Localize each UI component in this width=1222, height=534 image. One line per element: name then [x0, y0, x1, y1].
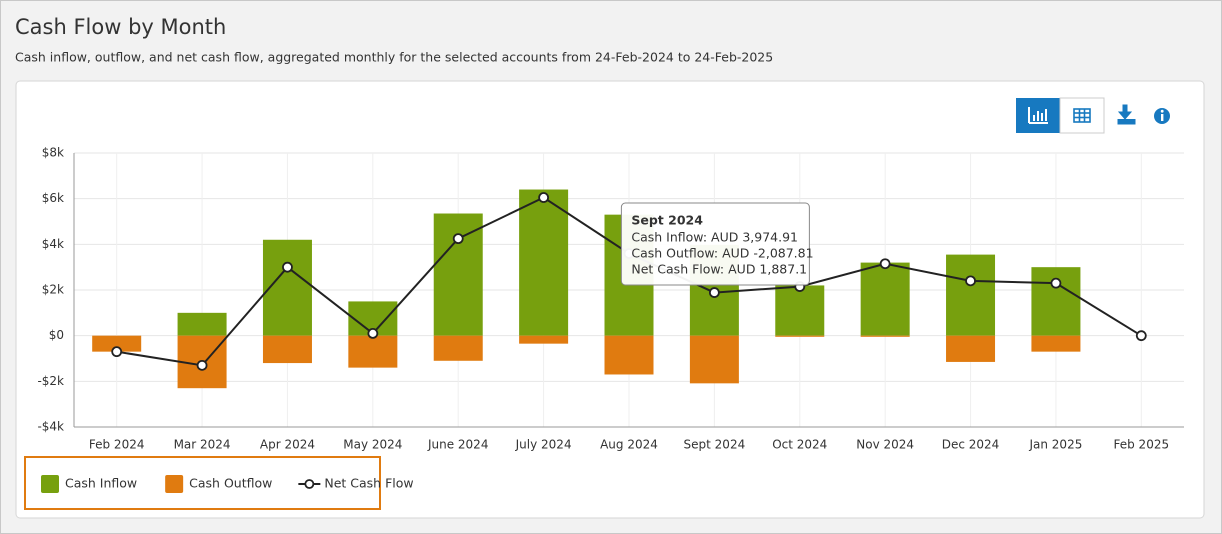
line-point: [111, 346, 123, 358]
line-point: [1135, 330, 1147, 342]
info-button[interactable]: [1154, 108, 1170, 124]
legend-marker: [304, 479, 315, 489]
bar: [860, 262, 910, 336]
bar: [92, 335, 142, 352]
bar: [775, 285, 825, 336]
chart-icon: [1028, 107, 1048, 124]
legend-box: [24, 456, 381, 510]
bar: [433, 335, 483, 361]
x-tick-label: Aug 2024: [600, 438, 658, 452]
legend-swatch: [165, 475, 184, 493]
bar: [775, 335, 825, 337]
legend-label: Cash Inflow: [65, 476, 137, 491]
line-point: [965, 275, 976, 287]
bar: [689, 335, 739, 384]
x-tick-label: Feb 2025: [1114, 438, 1170, 452]
legend-swatch: [41, 475, 59, 493]
x-tick-label: May 2024: [343, 438, 402, 452]
legend-label: Cash Outflow: [189, 476, 272, 491]
line-point: [367, 327, 379, 339]
line-point: [879, 258, 891, 270]
bar: [604, 335, 654, 375]
x-tick-label: Oct 2024: [772, 438, 827, 452]
bar: [262, 239, 312, 336]
y-tick-label: -$4k: [37, 420, 64, 434]
bar: [1031, 267, 1081, 336]
line-point: [282, 261, 293, 273]
tooltip-title: Sept 2024: [631, 213, 703, 228]
bar: [519, 335, 569, 344]
line-point: [452, 233, 464, 245]
table-icon: [1073, 108, 1091, 123]
x-tick-label: Jan 2025: [1028, 438, 1082, 452]
bar: [860, 335, 910, 337]
y-tick-label: -$2k: [37, 374, 64, 388]
table-view-button[interactable]: [1059, 97, 1105, 134]
x-tick-label: July 2024: [515, 438, 572, 452]
bar: [1031, 335, 1081, 352]
y-tick-label: $8k: [42, 146, 64, 160]
y-tick-label: $2k: [42, 283, 64, 297]
line-point: [538, 192, 550, 203]
x-tick-label: June 2024: [427, 438, 489, 452]
line-point: [708, 287, 720, 298]
x-tick-label: Dec 2024: [942, 438, 1000, 452]
bar: [433, 213, 483, 336]
bar: [946, 335, 996, 362]
bar: [946, 254, 996, 336]
legend-label: Net Cash Flow: [324, 476, 413, 491]
x-tick-label: Sept 2024: [684, 438, 746, 452]
tooltip: [620, 202, 810, 286]
x-tick-label: Feb 2024: [89, 438, 145, 452]
bar: [519, 189, 569, 336]
x-tick-label: Mar 2024: [174, 438, 231, 452]
tooltip-line: Cash Inflow: AUD 3,974.91: [631, 230, 798, 245]
bar: [262, 335, 312, 364]
line-point: [196, 359, 208, 371]
download-button[interactable]: [1117, 104, 1136, 125]
chart-subtitle: Cash inflow, outflow, and net cash flow,…: [15, 50, 773, 65]
y-tick-label: $4k: [42, 237, 64, 251]
x-tick-label: Nov 2024: [856, 438, 914, 452]
x-tick-label: Apr 2024: [260, 438, 315, 452]
tooltip-line: Net Cash Flow: AUD 1,887.1: [631, 262, 807, 277]
tooltip-line: Cash Outflow: AUD -2,087.81: [631, 246, 813, 261]
bar: [348, 335, 398, 368]
bar: [177, 312, 227, 336]
line-point: [1050, 277, 1062, 289]
chart-title: Cash Flow by Month: [15, 15, 226, 39]
y-tick-label: $0: [49, 328, 64, 342]
y-tick-label: $6k: [42, 191, 64, 205]
